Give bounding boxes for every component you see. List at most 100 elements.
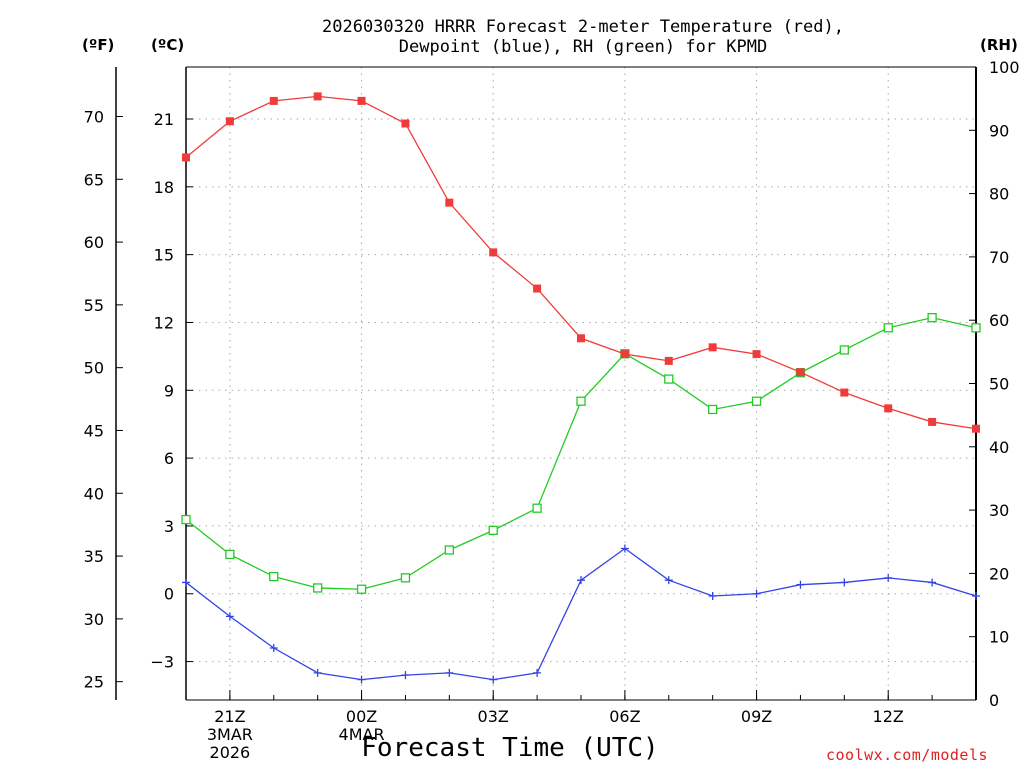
rh-tick-label: 100 xyxy=(989,58,1020,77)
dewpoint-series-point xyxy=(445,668,454,677)
x-tick-label: 2026 xyxy=(210,743,251,762)
temperature-series-point xyxy=(972,424,980,433)
celsius-tick-label: 0 xyxy=(164,585,174,604)
rh-series-line xyxy=(185,317,977,590)
x-tick-label: 09Z xyxy=(741,707,772,726)
dewpoint-series-point xyxy=(840,578,849,587)
dewpoint-series-point xyxy=(620,544,629,553)
rh-series-point xyxy=(664,374,674,384)
fahrenheit-tick-label: 40 xyxy=(84,484,104,503)
rh-series-point xyxy=(708,404,718,415)
dewpoint-series-point xyxy=(796,580,805,589)
rh-series-point xyxy=(356,584,367,594)
rh-series-point xyxy=(883,323,893,333)
dewpoint-series-point xyxy=(533,668,542,677)
temperature-series-point xyxy=(928,417,937,426)
temperature-series-point xyxy=(269,96,278,105)
fahrenheit-tick-label: 45 xyxy=(84,421,104,440)
dewpoint-series-point xyxy=(928,578,937,587)
temperature-series-point xyxy=(489,248,498,257)
fahrenheit-tick-label: 50 xyxy=(84,359,104,378)
rh-tick-label: 50 xyxy=(989,375,1009,394)
dewpoint-series-point xyxy=(708,592,717,601)
source-credit: coolwx.com/models xyxy=(826,746,989,764)
temperature-series-point xyxy=(445,198,454,207)
fahrenheit-tick-label: 60 xyxy=(84,233,104,252)
celsius-tick-label: 12 xyxy=(154,313,174,332)
rh-series-point xyxy=(971,323,981,333)
fahrenheit-unit-label: (ºF) xyxy=(82,36,115,54)
rh-series-point xyxy=(225,549,235,560)
celsius-tick-label: 3 xyxy=(164,517,174,536)
x-tick-label: 21Z xyxy=(214,707,245,726)
dewpoint-series-point xyxy=(664,576,673,585)
temperature-series-point xyxy=(884,404,893,413)
celsius-tick-label: −3 xyxy=(150,653,174,672)
dewpoint-series-point xyxy=(225,612,234,621)
rh-tick-label: 70 xyxy=(989,248,1009,267)
fahrenheit-tick-label: 35 xyxy=(84,547,104,566)
rh-tick-label: 60 xyxy=(989,311,1009,330)
temperature-series-point xyxy=(796,368,805,377)
x-tick-label: 00Z xyxy=(346,707,377,726)
temperature-series-point xyxy=(182,153,190,162)
dewpoint-series-line xyxy=(185,547,977,681)
dewpoint-series-point xyxy=(577,576,585,585)
x-axis-label: Forecast Time (UTC) xyxy=(361,733,659,763)
rh-series-point xyxy=(400,573,411,583)
temperature-series-point xyxy=(533,284,542,293)
rh-series-point xyxy=(927,313,937,323)
temperature-series-point xyxy=(225,117,234,126)
celsius-tick-label: 6 xyxy=(164,449,174,468)
rh-series-point xyxy=(181,514,191,525)
temperature-series-line xyxy=(185,95,977,430)
dewpoint-series-point xyxy=(752,589,761,598)
temperature-series-point xyxy=(664,356,673,365)
rh-series-point xyxy=(269,571,279,582)
x-tick-label: 12Z xyxy=(873,707,904,726)
chart-title-line-1: 2026030320 HRRR Forecast 2-meter Tempera… xyxy=(322,17,844,37)
temperature-series-point xyxy=(620,350,629,359)
temperature-series-point xyxy=(752,350,761,359)
dewpoint-series-point xyxy=(313,668,322,677)
rh-series-point xyxy=(488,525,498,536)
fahrenheit-tick-label: 25 xyxy=(84,673,104,692)
chart-title-line-2: Dewpoint (blue), RH (green) for KPMD xyxy=(398,37,768,57)
fahrenheit-tick-label: 65 xyxy=(84,170,104,189)
x-tick-label: 03Z xyxy=(478,707,509,726)
x-tick-label: 4MAR xyxy=(339,725,385,744)
rh-series-point xyxy=(839,345,849,355)
celsius-tick-label: 15 xyxy=(154,246,174,265)
dewpoint-series-point xyxy=(357,675,366,684)
rh-tick-label: 80 xyxy=(989,185,1009,204)
temperature-series-point xyxy=(401,119,410,128)
dewpoint-series-point xyxy=(269,644,278,653)
temperature-series-point xyxy=(577,334,585,343)
celsius-tick-label: 9 xyxy=(164,381,174,400)
fahrenheit-tick-label: 55 xyxy=(84,296,104,315)
temperature-series-point xyxy=(313,92,322,101)
rh-tick-label: 10 xyxy=(989,628,1009,647)
dewpoint-series-point xyxy=(401,671,410,680)
dewpoint-series-point xyxy=(182,578,190,587)
celsius-tick-label: 18 xyxy=(154,178,174,197)
rh-series-point xyxy=(576,396,586,406)
rh-tick-label: 30 xyxy=(989,501,1009,520)
rh-tick-label: 20 xyxy=(989,564,1009,583)
celsius-tick-label: 21 xyxy=(154,110,174,129)
dewpoint-series-point xyxy=(489,675,498,684)
rh-tick-label: 90 xyxy=(989,121,1009,140)
fahrenheit-tick-label: 70 xyxy=(84,107,104,126)
x-tick-label: 06Z xyxy=(609,707,640,726)
rh-series-point xyxy=(313,583,323,593)
rh-unit-label: (RH) xyxy=(980,36,1018,54)
fahrenheit-tick-label: 30 xyxy=(84,610,104,629)
dewpoint-series-point xyxy=(972,592,980,601)
temperature-series-point xyxy=(357,96,366,105)
celsius-unit-label: (ºC) xyxy=(151,36,185,54)
dewpoint-series-point xyxy=(884,573,893,582)
temperature-series-point xyxy=(708,343,717,352)
rh-tick-label: 0 xyxy=(989,691,999,710)
rh-series-point xyxy=(751,396,762,406)
